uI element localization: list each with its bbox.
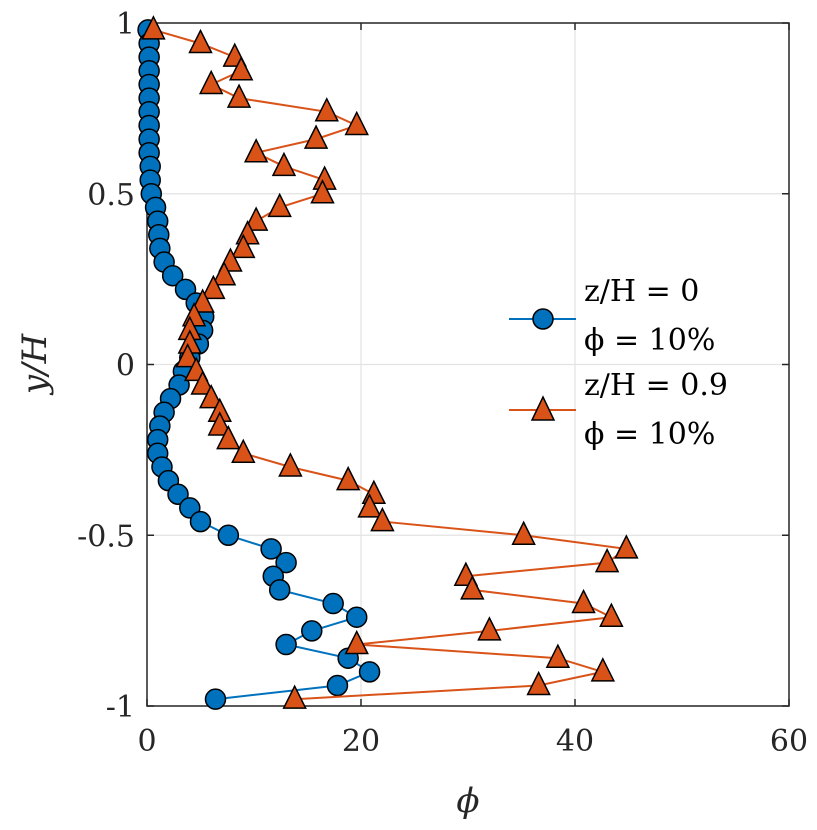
data-point [161, 264, 184, 287]
data-point [477, 616, 502, 641]
data-point [190, 288, 215, 313]
data-point [526, 670, 551, 696]
data-point [243, 138, 269, 163]
legend-label-series-1-line-1: z/H = 0 [584, 274, 699, 309]
tick-labels: 0 20 40 60 -1 -0.5 0 0.5 1 [77, 7, 808, 759]
x-tick-label: 60 [770, 724, 808, 759]
data-point [189, 510, 212, 533]
data-point [326, 674, 349, 697]
data-point [226, 83, 252, 108]
data-point [590, 657, 616, 682]
data-point [231, 233, 256, 259]
data-point [335, 465, 361, 491]
x-tick-label: 0 [137, 724, 156, 759]
data-point [370, 506, 395, 532]
series-2 [141, 15, 639, 709]
data-point [228, 56, 254, 81]
data-point [204, 688, 227, 710]
data-point [344, 110, 369, 136]
data-point [545, 643, 571, 668]
legend: z/H = 0 ϕ = 10% z/H = 0.9 ϕ = 10% [509, 274, 728, 452]
data-point [282, 684, 307, 709]
data-point [207, 411, 232, 436]
data-point [271, 151, 297, 177]
data-point [275, 633, 297, 656]
data-point [571, 588, 596, 614]
x-axis-label: ϕ [456, 781, 479, 821]
data-point [198, 383, 224, 409]
data-point [267, 192, 292, 218]
legend-label-series-2-line-1: z/H = 0.9 [584, 368, 728, 403]
data-point [594, 547, 620, 573]
y-tick-label: -0.5 [77, 519, 135, 554]
y-axis-label: y/H [15, 333, 55, 397]
data-point [303, 124, 329, 149]
data-point [268, 579, 291, 601]
y-tick-label: 0 [116, 349, 135, 384]
legend-marker-series-2 [530, 395, 556, 421]
grid [146, 22, 790, 707]
x-tick-label: 40 [556, 724, 594, 759]
data-point [358, 661, 381, 683]
data-point [175, 342, 200, 368]
data-point [198, 69, 224, 95]
y-tick-label: -1 [106, 690, 135, 725]
data-point [211, 261, 237, 286]
data-point [345, 606, 368, 628]
x-tick-label: 20 [342, 724, 380, 759]
data-point [243, 206, 269, 231]
data-point [310, 179, 335, 204]
y-tick-label: 0.5 [87, 178, 135, 213]
data-point [460, 575, 485, 600]
data-point [188, 28, 213, 54]
data-point [511, 520, 536, 545]
data-point [190, 370, 215, 395]
data-point [357, 493, 382, 518]
data-point [344, 629, 369, 655]
data-point [614, 534, 639, 559]
data-point [275, 551, 297, 574]
legend-label-series-2-line-2: ϕ = 10% [584, 417, 715, 452]
y-tick-label: 1 [116, 7, 135, 42]
data-point [278, 452, 303, 477]
legend-label-series-1-line-2: ϕ = 10% [584, 323, 715, 358]
data-point [231, 438, 256, 464]
data-point [201, 274, 226, 300]
series-group [137, 15, 639, 710]
data-point [141, 15, 166, 40]
data-point [260, 538, 282, 560]
data-point [314, 97, 339, 122]
data-point [322, 592, 344, 615]
data-point [167, 483, 189, 506]
data-point [361, 479, 387, 505]
legend-marker-series-1 [532, 308, 554, 330]
data-point [301, 620, 323, 642]
data-point [216, 424, 241, 450]
data-point [217, 524, 240, 546]
data-point [599, 602, 624, 627]
